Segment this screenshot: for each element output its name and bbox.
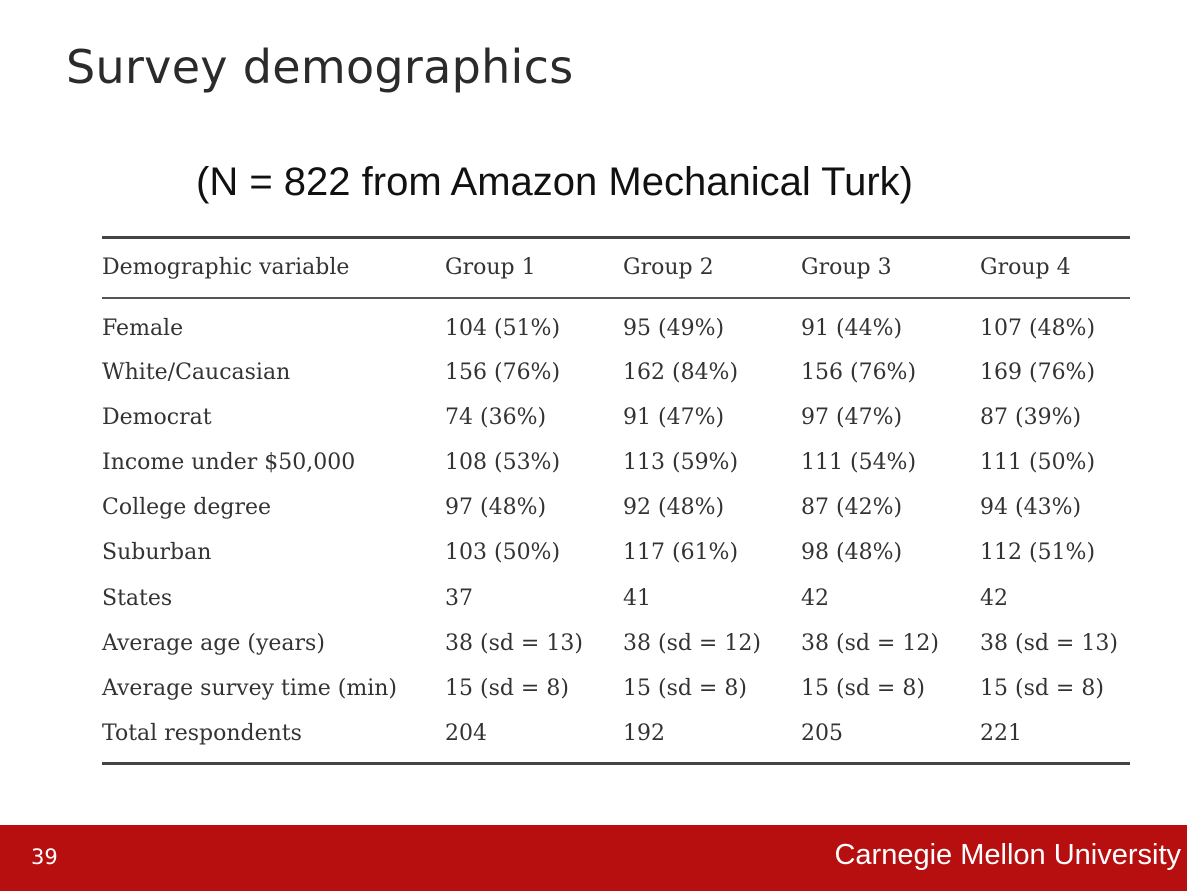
row-label: States	[102, 585, 173, 611]
column-header: Group 1	[445, 237, 623, 299]
column-header: Group 2	[623, 237, 801, 299]
page-number: 39	[31, 845, 58, 869]
table-cell: 205	[801, 721, 843, 747]
table-cell: 37	[445, 585, 473, 611]
table-cell: 38 (sd = 13)	[980, 630, 1118, 656]
table-bottom-rule	[102, 762, 1130, 766]
table-cell: 204	[445, 721, 487, 747]
table-cell: 38 (sd = 12)	[801, 630, 939, 656]
slide-subtitle: (N = 822 from Amazon Mechanical Turk)	[196, 160, 913, 204]
table-cell: 38 (sd = 12)	[623, 630, 761, 656]
row-label: Democrat	[102, 404, 212, 430]
table-cell: 117 (61%)	[623, 540, 739, 566]
table-cell: 15 (sd = 8)	[980, 675, 1104, 701]
table-cell: 112 (51%)	[980, 540, 1096, 566]
table-cell: 192	[623, 721, 665, 747]
table-cell: 94 (43%)	[980, 495, 1082, 521]
table-cell: 162 (84%)	[623, 359, 739, 385]
table-cell: 113 (59%)	[623, 449, 739, 475]
table-cell: 91 (47%)	[623, 404, 725, 430]
table-cell: 104 (51%)	[445, 315, 561, 341]
table-cell: 108 (53%)	[445, 449, 561, 475]
table-row: Democrat 74 (36%) 91 (47%) 97 (47%) 87 (…	[102, 395, 1130, 440]
row-label: Suburban	[102, 540, 212, 566]
table-cell: 15 (sd = 8)	[445, 675, 569, 701]
table-cell: 111 (54%)	[801, 449, 917, 475]
table-cell: 42	[801, 585, 829, 611]
row-label: White/Caucasian	[102, 359, 291, 385]
table-header-row: Demographic variable Group 1 Group 2 Gro…	[102, 237, 1130, 299]
page-title: Survey demographics	[66, 40, 574, 94]
table-cell: 97 (47%)	[801, 404, 903, 430]
table-cell: 111 (50%)	[980, 449, 1096, 475]
table-row: Average age (years) 38 (sd = 13) 38 (sd …	[102, 621, 1130, 666]
table-cell: 221	[980, 721, 1022, 747]
university-brand: Carnegie Mellon University	[834, 839, 1181, 871]
row-label: Income under $50,000	[102, 449, 356, 475]
column-header: Group 4	[980, 237, 1130, 299]
column-header: Group 3	[801, 237, 980, 299]
table-row: Suburban 103 (50%) 117 (61%) 98 (48%) 11…	[102, 530, 1130, 575]
row-label: College degree	[102, 495, 272, 521]
table-cell: 91 (44%)	[801, 315, 903, 341]
table-cell: 98 (48%)	[801, 540, 903, 566]
row-label: Average survey time (min)	[102, 675, 398, 701]
table-cell: 74 (36%)	[445, 404, 547, 430]
row-label: Female	[102, 315, 184, 341]
table-cell: 38 (sd = 13)	[445, 630, 583, 656]
table-cell: 156 (76%)	[445, 359, 561, 385]
table-cell: 107 (48%)	[980, 315, 1096, 341]
table-cell: 103 (50%)	[445, 540, 561, 566]
table-cell: 92 (48%)	[623, 495, 725, 521]
row-label: Average age (years)	[102, 630, 325, 656]
row-label: Total respondents	[102, 721, 302, 747]
table-row: Female 104 (51%) 95 (49%) 91 (44%) 107 (…	[102, 298, 1130, 350]
table-cell: 87 (42%)	[801, 495, 903, 521]
column-header: Demographic variable	[102, 237, 445, 299]
table-row: College degree 97 (48%) 92 (48%) 87 (42%…	[102, 485, 1130, 530]
demographics-table-container: Demographic variable Group 1 Group 2 Gro…	[102, 236, 1130, 766]
table-cell: 15 (sd = 8)	[801, 675, 925, 701]
table-cell: 95 (49%)	[623, 315, 725, 341]
table-row: Income under $50,000 108 (53%) 113 (59%)…	[102, 440, 1130, 485]
table-cell: 156 (76%)	[801, 359, 917, 385]
table-cell: 169 (76%)	[980, 359, 1096, 385]
table-row: Average survey time (min) 15 (sd = 8) 15…	[102, 666, 1130, 711]
table-row: Total respondents 204 192 205 221	[102, 711, 1130, 756]
footer-bar: 39 Carnegie Mellon University	[0, 825, 1187, 891]
table-row: States 37 41 42 42	[102, 575, 1130, 620]
table-cell: 42	[980, 585, 1008, 611]
table-row: White/Caucasian 156 (76%) 162 (84%) 156 …	[102, 350, 1130, 395]
table-cell: 87 (39%)	[980, 404, 1082, 430]
table-cell: 97 (48%)	[445, 495, 547, 521]
table-cell: 41	[623, 585, 651, 611]
demographics-table: Demographic variable Group 1 Group 2 Gro…	[102, 236, 1130, 756]
table-cell: 15 (sd = 8)	[623, 675, 747, 701]
